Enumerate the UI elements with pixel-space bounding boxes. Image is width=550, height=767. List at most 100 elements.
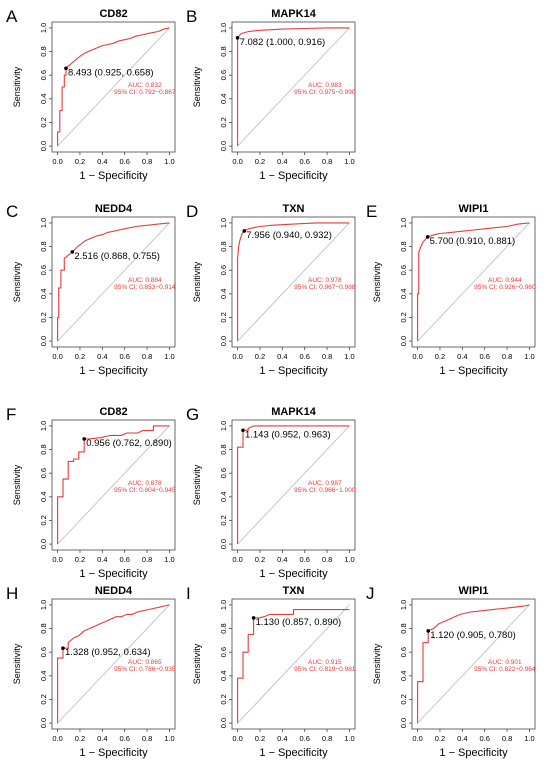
y-tick-label: 0.6	[39, 647, 48, 657]
roc-curve	[57, 604, 170, 724]
y-tick-label: 0.8	[39, 46, 48, 56]
plot-frame	[231, 419, 356, 551]
y-tick-label: 0.2	[39, 694, 48, 704]
panel-letter: C	[6, 202, 18, 221]
y-tick-label: 0.0	[39, 539, 48, 549]
auc-ci-label: 95% CI: 0.786−0.935	[114, 666, 176, 673]
roc-panel-e: E WIPI1 0.0 0.2 0.4 0.6 0.8 1.0 0.0 0.2 0.4 0.6 0.8 1…	[366, 202, 536, 377]
chart-title: CD82	[99, 406, 127, 418]
x-tick-label: 0.6	[299, 555, 309, 564]
x-tick-label: 0.0	[232, 555, 242, 564]
x-tick-label: 0.2	[255, 555, 265, 564]
roc-panel-d: D TXN 0.0 0.2 0.4 0.6 0.8 1.0 0.0 0.2 0.4 0.6 0.8 1.0…	[186, 202, 356, 377]
y-tick-label: 0.4	[219, 671, 228, 681]
x-tick-label: 0.0	[232, 352, 242, 361]
x-tick-label: 0.2	[435, 352, 445, 361]
auc-ci-label: 95% CI: 0.926−0.960	[474, 284, 536, 291]
y-tick-label: 0.8	[219, 241, 228, 251]
x-tick-label: 0.6	[119, 555, 129, 564]
roc-curve	[417, 604, 530, 724]
x-tick-label: 0.4	[277, 352, 287, 361]
y-tick-label: 0.0	[39, 141, 48, 151]
x-tick-label: 0.4	[97, 734, 107, 743]
plot-frame	[231, 21, 356, 153]
x-tick-label: 0.0	[52, 157, 62, 166]
cutoff-label: 7.082 (1.000, 0.916)	[240, 37, 326, 48]
cutoff-label: 1.328 (0.952, 0.634)	[65, 647, 151, 658]
diagonal-reference-line	[57, 222, 170, 342]
auc-ci-label: 95% CI: 0.822−0.964	[474, 666, 536, 673]
panel-letter: H	[6, 584, 18, 603]
chart-title: MAPK14	[271, 406, 317, 418]
cutoff-label: 8.493 (0.925, 0.658)	[68, 67, 154, 78]
x-tick-label: 0.2	[255, 352, 265, 361]
roc-curve	[417, 222, 530, 342]
y-tick-label: 0.8	[219, 623, 228, 633]
x-tick-label: 0.2	[75, 352, 85, 361]
x-axis-label: 1 − Specificity	[259, 568, 328, 580]
auc-label: AUC: 0.983	[308, 82, 342, 89]
x-tick-label: 0.4	[97, 352, 107, 361]
chart-title: WIPI1	[459, 203, 489, 215]
x-tick-label: 0.6	[479, 734, 489, 743]
x-tick-label: 0.0	[232, 157, 242, 166]
roc-panel-h: H NEDD4 0.0 0.2 0.4 0.6 0.8 1.0 0.0 0.2 0.4 0.6 0.8 1…	[6, 584, 176, 759]
auc-label: AUC: 0.987	[308, 480, 342, 487]
plot-frame	[231, 216, 356, 348]
x-tick-label: 0.6	[299, 734, 309, 743]
cutoff-label: 2.516 (0.868, 0.755)	[74, 251, 160, 262]
y-axis-label: Sensitivity	[12, 261, 22, 302]
y-tick-label: 1.0	[39, 23, 48, 33]
y-tick-label: 0.4	[219, 289, 228, 299]
x-tick-label: 0.6	[119, 157, 129, 166]
x-axis-label: 1 − Specificity	[79, 170, 148, 182]
x-tick-label: 0.8	[142, 734, 152, 743]
roc-curve	[57, 222, 170, 342]
roc-curve	[237, 425, 350, 545]
y-axis-label: Sensitivity	[372, 643, 382, 684]
x-tick-label: 0.2	[75, 555, 85, 564]
x-tick-label: 0.2	[75, 734, 85, 743]
x-tick-label: 1.0	[344, 734, 354, 743]
cutoff-label: 0.956 (0.762, 0.890)	[86, 438, 172, 449]
y-tick-label: 1.0	[219, 421, 228, 431]
x-tick-label: 0.0	[412, 352, 422, 361]
x-tick-label: 0.8	[142, 352, 152, 361]
chart-title: WIPI1	[459, 585, 489, 597]
diagonal-reference-line	[237, 222, 350, 342]
plot-frame	[51, 21, 176, 153]
y-tick-label: 0.0	[219, 539, 228, 549]
x-axis-label: 1 − Specificity	[79, 568, 148, 580]
y-axis-label: Sensitivity	[192, 66, 202, 107]
y-axis-label: Sensitivity	[192, 464, 202, 505]
y-tick-label: 0.6	[39, 265, 48, 275]
y-tick-label: 0.0	[39, 336, 48, 346]
x-tick-label: 1.0	[344, 555, 354, 564]
roc-panel-f: F CD82 0.0 0.2 0.4 0.6 0.8 1.0 0.0 0.2 0.4 0.6 0.8 1.…	[6, 405, 176, 580]
y-tick-label: 0.2	[219, 694, 228, 704]
y-tick-label: 0.8	[399, 241, 408, 251]
y-tick-label: 1.0	[39, 218, 48, 228]
x-tick-label: 0.0	[52, 555, 62, 564]
y-tick-label: 1.0	[399, 218, 408, 228]
y-tick-label: 1.0	[219, 23, 228, 33]
plot-frame	[51, 419, 176, 551]
y-axis-label: Sensitivity	[192, 261, 202, 302]
cutoff-label: 1.120 (0.905, 0.780)	[430, 630, 516, 641]
x-tick-label: 0.4	[277, 734, 287, 743]
x-axis-label: 1 − Specificity	[259, 365, 328, 377]
panel-letter: B	[186, 7, 197, 26]
y-tick-label: 0.6	[399, 647, 408, 657]
plot-frame	[411, 598, 536, 730]
chart-title: TXN	[283, 585, 305, 597]
cutoff-label: 1.143 (0.952, 0.963)	[245, 429, 331, 440]
diagonal-reference-line	[417, 604, 530, 724]
y-tick-label: 0.8	[219, 46, 228, 56]
y-tick-label: 0.6	[219, 70, 228, 80]
x-tick-label: 0.6	[299, 352, 309, 361]
x-tick-label: 1.0	[524, 352, 534, 361]
chart-title: NEDD4	[95, 203, 133, 215]
cutoff-label: 7.956 (0.940, 0.932)	[246, 230, 332, 241]
plot-frame	[51, 216, 176, 348]
